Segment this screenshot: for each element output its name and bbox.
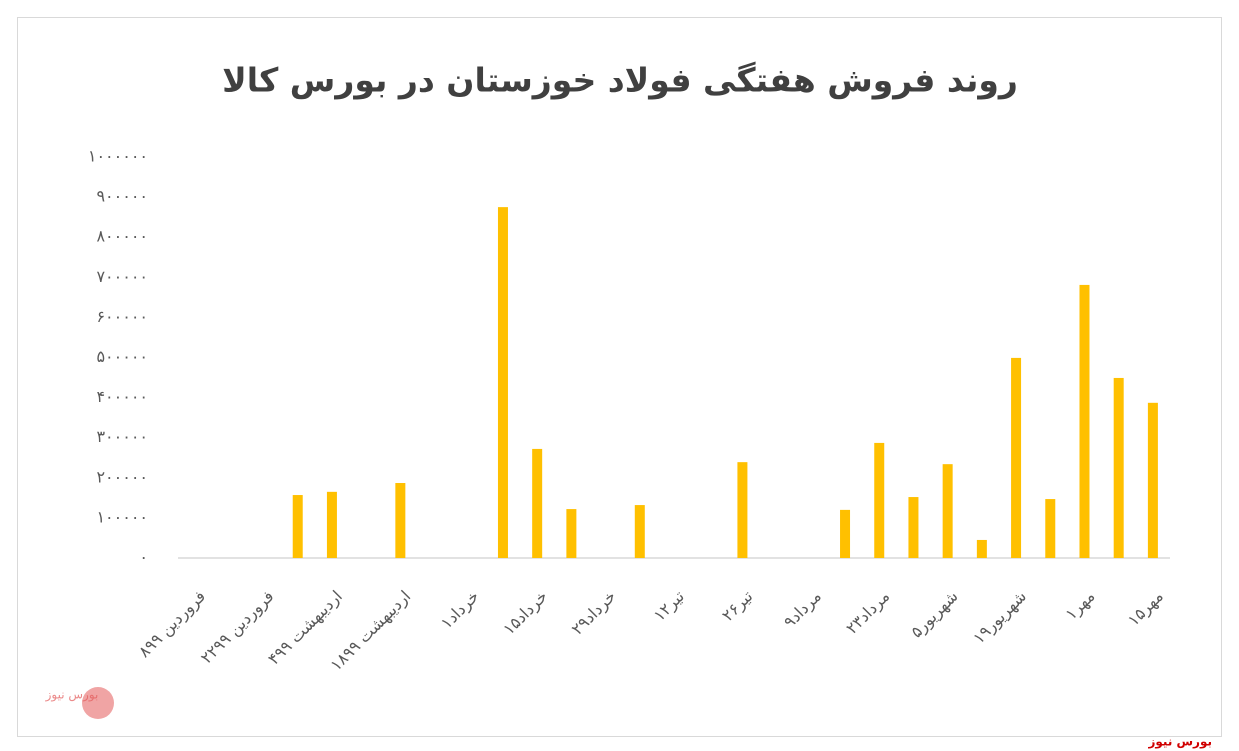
- chart-title: روند فروش هفتگی فولاد خوزستان در بورس کا…: [222, 61, 1018, 101]
- y-tick-label: ۱۰۰۰۰۰۰: [88, 147, 148, 166]
- bar: [395, 483, 406, 558]
- logo-mark: [82, 687, 114, 719]
- y-tick-label: ۹۰۰۰۰۰: [96, 187, 148, 206]
- bar: [1045, 499, 1056, 558]
- y-tick-label: ۷۰۰۰۰۰: [96, 267, 148, 286]
- y-tick-label: ۸۰۰۰۰۰: [96, 227, 148, 246]
- bar: [292, 495, 303, 558]
- y-tick-label: ۳۰۰۰۰۰: [96, 427, 148, 446]
- bar: [942, 464, 953, 558]
- bar: [908, 497, 919, 558]
- y-tick-label: ۱۰۰۰۰۰: [96, 507, 148, 526]
- bar: [497, 207, 508, 558]
- bar: [1011, 357, 1022, 558]
- y-tick-label: ۵۰۰۰۰۰: [96, 347, 148, 366]
- chart-frame: [17, 17, 1222, 737]
- bar: [1147, 402, 1158, 558]
- bar: [566, 509, 577, 558]
- bar: [326, 491, 337, 558]
- bar: [737, 462, 748, 558]
- bar: [840, 509, 851, 558]
- bar: [532, 448, 543, 558]
- bar: [1079, 284, 1090, 558]
- logo-text: بورس نیوز: [45, 688, 99, 703]
- bar: [634, 505, 645, 558]
- y-tick-label: ۴۰۰۰۰۰: [96, 387, 148, 406]
- y-tick-label: ۲۰۰۰۰۰: [96, 467, 148, 486]
- bar: [874, 442, 885, 558]
- bar: [976, 539, 987, 558]
- credit: بورس نیوز: [1147, 735, 1212, 750]
- y-tick-label: ۶۰۰۰۰۰: [96, 307, 148, 326]
- logo: بورس نیوز: [45, 687, 114, 719]
- bar: [1113, 377, 1124, 558]
- y-tick-label: ۰: [139, 548, 148, 567]
